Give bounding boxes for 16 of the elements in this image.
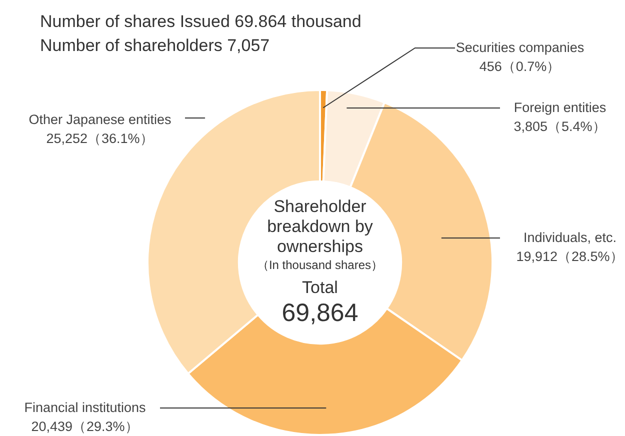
slice-label: Foreign entities — [514, 99, 606, 117]
chart-title: Number of shares Issued 69.864 thousand — [40, 12, 362, 32]
data-label: 25,252（36.1%） — [45, 130, 155, 148]
slice-label: Securities companies — [456, 39, 584, 57]
text: Total — [301, 277, 339, 299]
slice-label: Individuals, etc. — [522, 229, 618, 247]
data-label: 20,439（29.3%） — [30, 418, 140, 436]
text: Shareholder breakdown by ownerships — [266, 197, 374, 257]
text: （In thousand shares） — [256, 257, 384, 273]
text: 69,864 — [280, 299, 360, 327]
slice-label: Other Japanese entities — [28, 111, 172, 129]
data-label: 19,912（28.5%） — [516, 248, 624, 266]
chart-subtitle: Number of shareholders 7,057 — [40, 36, 270, 56]
data-label: 3,805（5.4%） — [514, 118, 606, 136]
data-label: 456（0.7%） — [478, 58, 562, 76]
slice-label: Financial institutions — [24, 399, 146, 417]
